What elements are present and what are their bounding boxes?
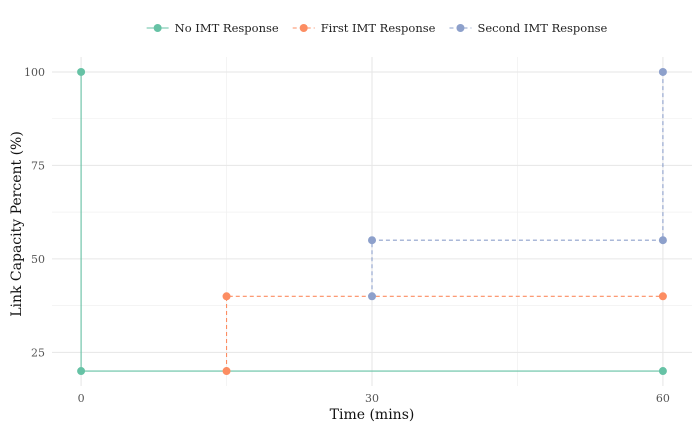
no-imt-response-legend-key-point bbox=[153, 24, 162, 32]
y-tick-label: 75 bbox=[31, 159, 45, 172]
second-imt-response-point bbox=[658, 67, 667, 76]
x-tick-labels: 0 30 60 bbox=[78, 392, 670, 405]
plot-panel bbox=[52, 57, 692, 386]
second-imt-response-point bbox=[368, 236, 376, 245]
no-imt-response-point bbox=[77, 367, 86, 376]
y-axis-title: Link Capacity Percent (%) bbox=[9, 131, 25, 317]
second-imt-response-point bbox=[368, 292, 376, 301]
legend-label: First IMT Response bbox=[321, 21, 436, 35]
x-tick-label: 30 bbox=[365, 392, 379, 405]
second-imt-response-legend-key-point bbox=[456, 24, 465, 32]
x-tick-label: 0 bbox=[78, 392, 85, 405]
legend: No IMT Response First IMT Response Second … bbox=[146, 21, 608, 35]
no-imt-response-point bbox=[658, 367, 667, 376]
first-imt-response-point bbox=[222, 367, 231, 376]
y-tick-labels: 25 50 75 100 bbox=[24, 66, 45, 359]
y-tick-label: 25 bbox=[31, 346, 45, 359]
legend-label: No IMT Response bbox=[175, 21, 279, 35]
no-imt-response-point bbox=[77, 67, 86, 76]
y-tick-label: 100 bbox=[24, 66, 45, 79]
first-imt-response-legend-key-point bbox=[299, 24, 308, 32]
first-imt-response-point bbox=[222, 292, 231, 301]
series-points bbox=[77, 67, 667, 376]
first-imt-response-line bbox=[225, 295, 663, 372]
y-tick-label: 50 bbox=[31, 253, 45, 266]
first-imt-response-point bbox=[658, 292, 667, 301]
second-imt-response-line bbox=[371, 71, 664, 297]
legend-label: Second IMT Response bbox=[477, 21, 607, 35]
x-tick-label: 60 bbox=[656, 392, 670, 405]
second-imt-response-point bbox=[658, 236, 667, 245]
x-axis-title: Time (mins) bbox=[330, 407, 415, 423]
